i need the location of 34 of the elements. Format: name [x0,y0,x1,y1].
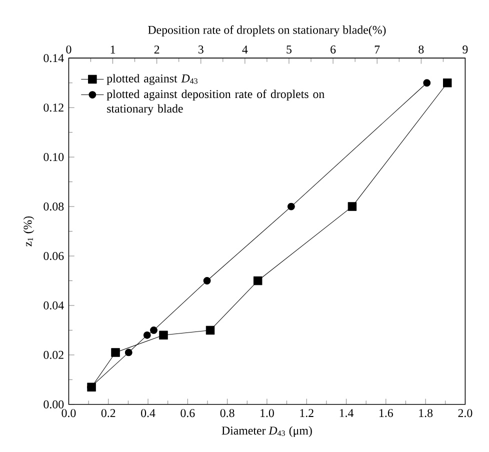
y-tick-label: 0.12 [44,104,64,112]
y-tick-label: 0.14 [44,54,64,62]
x-tick-label: 0.2 [101,409,116,418]
legend-label: plotted against deposition rate of droplets on stationary blade [106,90,324,116]
x2-tick-label: 9 [462,45,468,54]
x2-tick-label: 7 [374,46,380,54]
x-tick-label: 1.8 [419,409,433,418]
x2-tick-label: 4 [242,46,248,54]
x2-tick-label: 3 [198,45,204,54]
legend-label: plotted against D$_{43}$ [106,74,198,85]
x2-tick-label: 6 [330,45,336,54]
x-tick-label: 0.4 [141,409,156,418]
x-tick-label: 1.0 [260,409,274,418]
x2-tick-label: 2 [154,46,160,54]
x-tick-label: 2.0 [458,409,472,418]
x-tick-label: 1.2 [300,409,314,418]
x-tick-label: 0.6 [180,409,195,418]
x-tick-label: 1.6 [380,409,393,418]
y-tick-label: 0.04 [44,301,64,310]
y-tick-label: 0.10 [44,153,64,162]
x2-tick-label: 8 [418,45,424,54]
x2-tick-label: 5 [286,46,292,54]
y-tick-label: 0.00 [44,400,64,408]
x-tick-label: 0.8 [220,409,234,418]
x-tick-label: 0.0 [62,409,76,418]
y-tick-label: 0.02 [44,350,64,359]
y-axis-title: z$_{1}$ (%) [23,216,34,246]
x-tick-label: 1.4 [340,409,354,418]
x2-tick-label: 0 [66,45,72,54]
y-tick-label: 0.08 [44,202,64,211]
x-axis-title: Diameter D$_{43}$ (μm) [222,426,312,438]
x2-axis-title: Deposition rate of droplets on stationary blade(%) [148,25,386,36]
y-tick-label: 0.06 [44,252,64,260]
x2-tick-label: 1 [110,46,116,54]
